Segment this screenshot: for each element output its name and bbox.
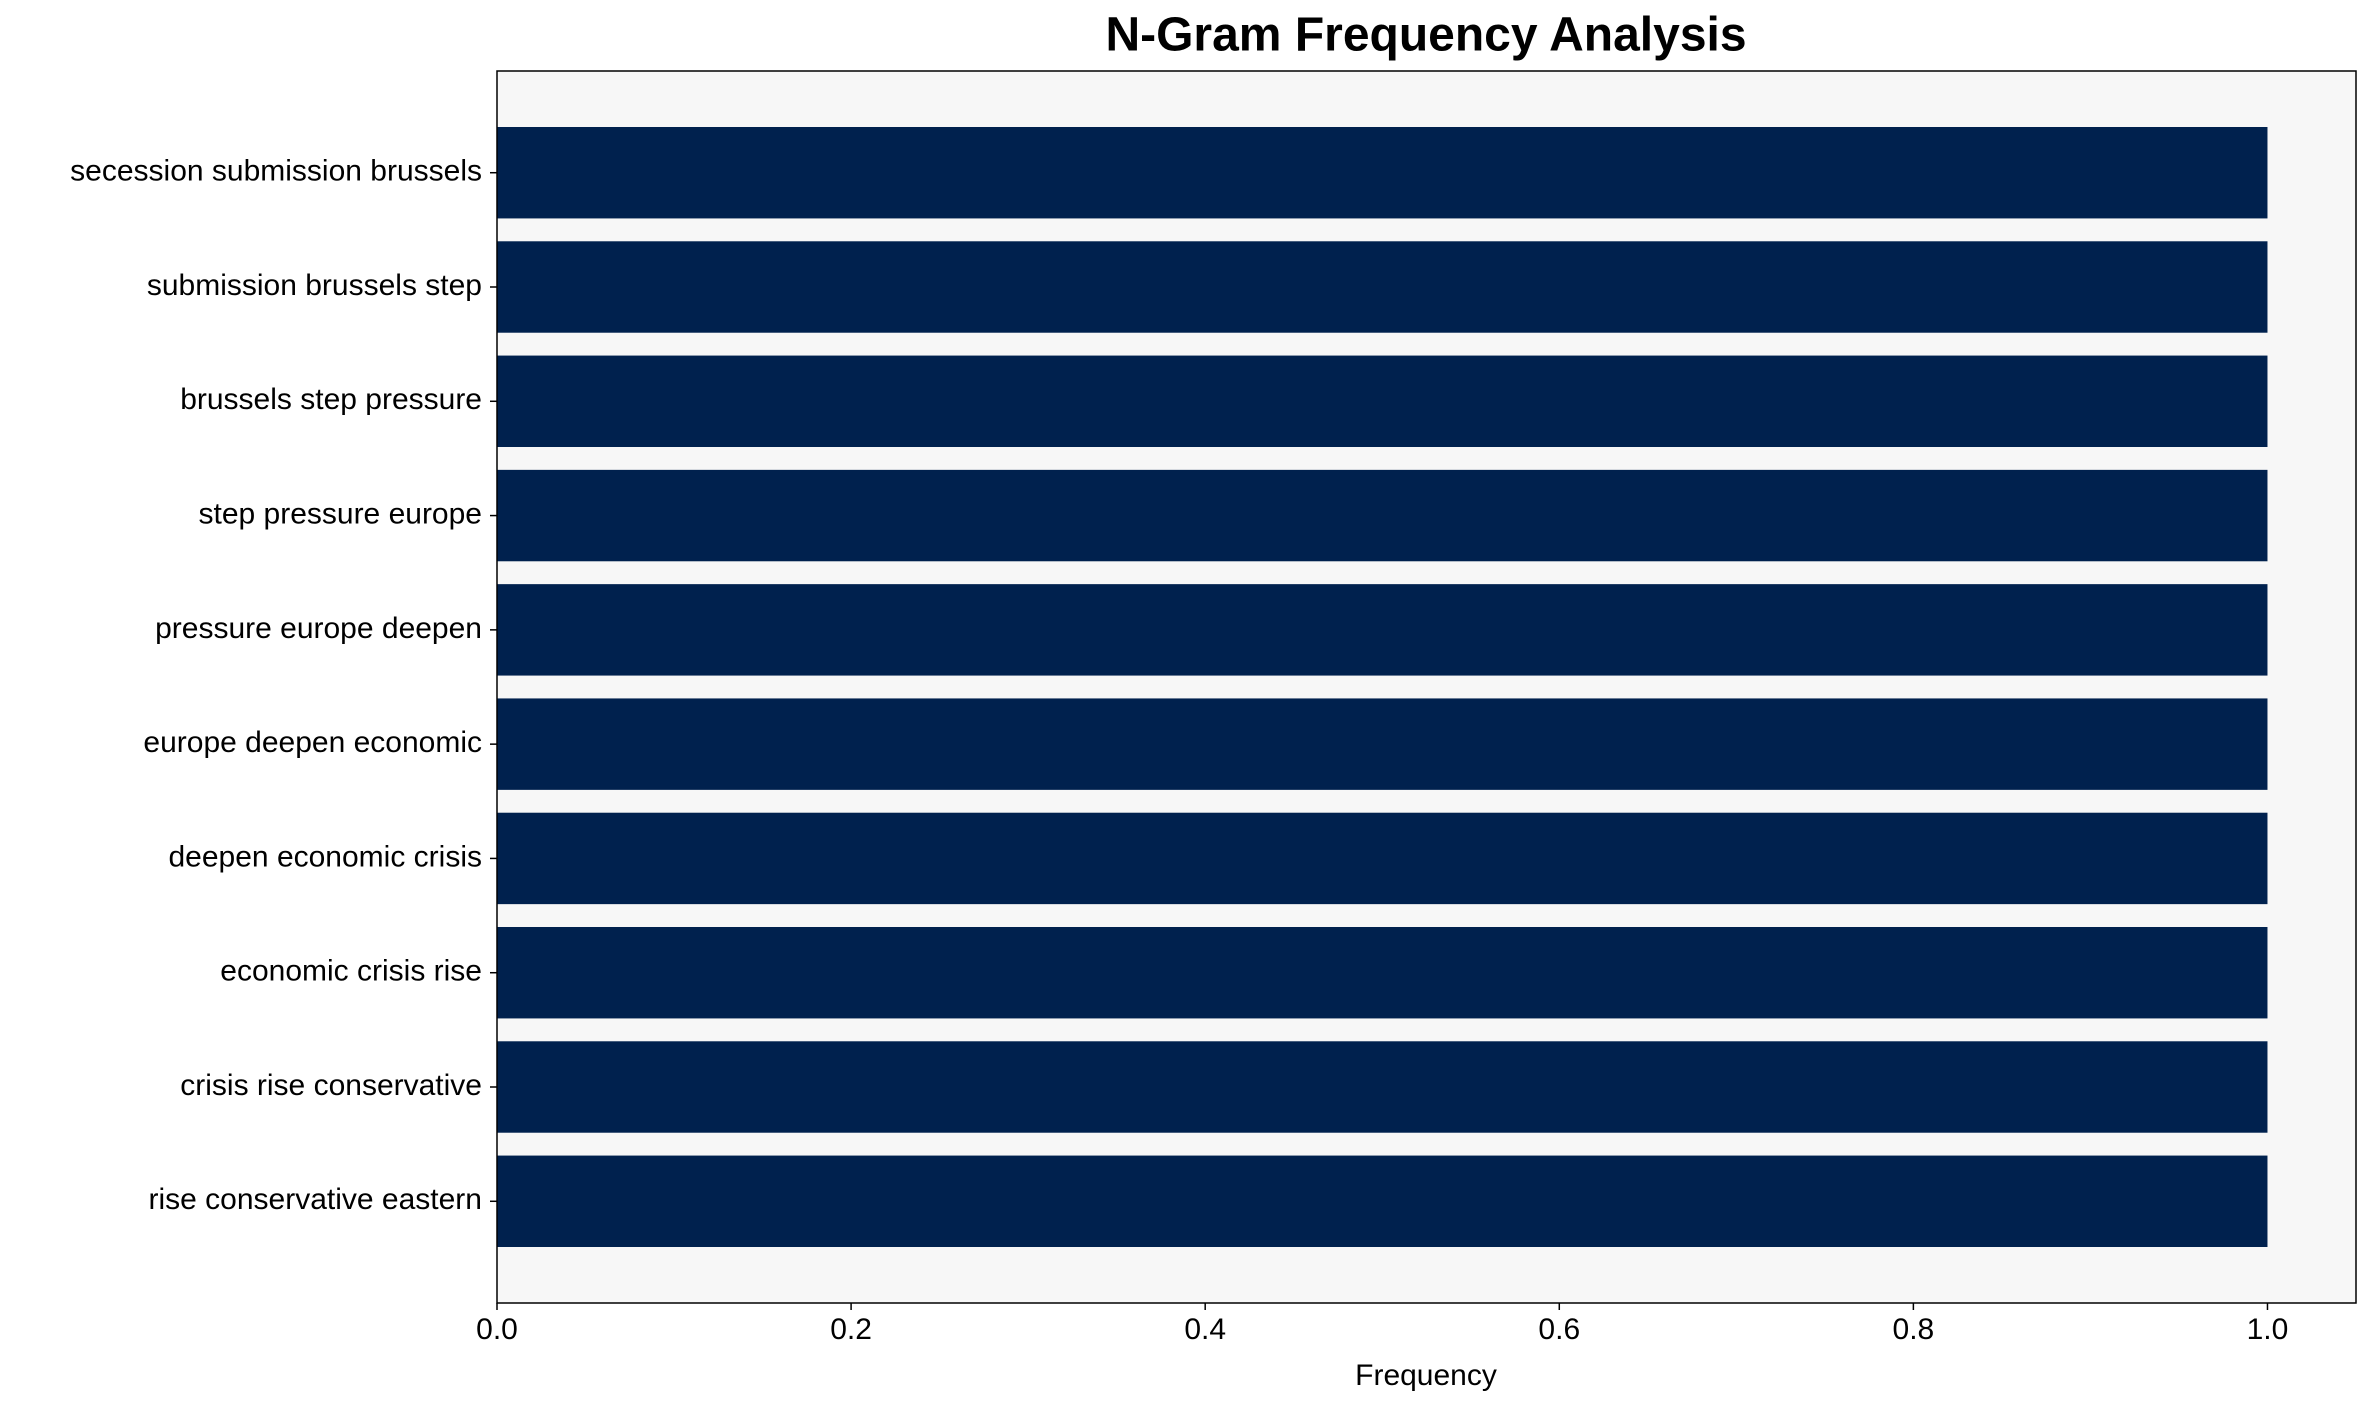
bar: [497, 698, 2268, 790]
x-tick-label: 0.4: [1184, 1313, 1226, 1346]
axes-frame: [496, 70, 2357, 1304]
bar: [497, 584, 2268, 676]
y-tick-label: submission brussels step: [147, 269, 482, 302]
x-tick-label: 1.0: [2247, 1313, 2289, 1346]
x-tick-label: 0.2: [830, 1313, 872, 1346]
bar: [497, 355, 2268, 447]
x-axis-label: Frequency: [1355, 1359, 1497, 1392]
x-tick-label: 0.8: [1893, 1313, 1935, 1346]
y-tick-label: pressure europe deepen: [155, 612, 482, 645]
y-tick-label: brussels step pressure: [180, 383, 482, 416]
y-tick-label: secession submission brussels: [70, 155, 482, 188]
bar: [497, 127, 2268, 219]
y-tick-label: rise conservative eastern: [149, 1183, 483, 1216]
y-tick-label: deepen economic crisis: [169, 840, 483, 873]
bar: [497, 1155, 2268, 1247]
x-tick-label: 0.6: [1538, 1313, 1580, 1346]
y-tick-label: europe deepen economic: [143, 726, 482, 759]
x-tick-label: 0.0: [476, 1313, 518, 1346]
y-tick-label: economic crisis rise: [220, 955, 482, 988]
bar: [497, 469, 2268, 562]
y-tick-label: step pressure europe: [198, 497, 482, 530]
bar: [497, 812, 2268, 905]
bar: [497, 927, 2268, 1019]
y-tick-label: crisis rise conservative: [180, 1069, 482, 1102]
chart-title: N-Gram Frequency Analysis: [1105, 9, 1746, 62]
bar: [497, 241, 2268, 333]
bar: [497, 1041, 2268, 1133]
